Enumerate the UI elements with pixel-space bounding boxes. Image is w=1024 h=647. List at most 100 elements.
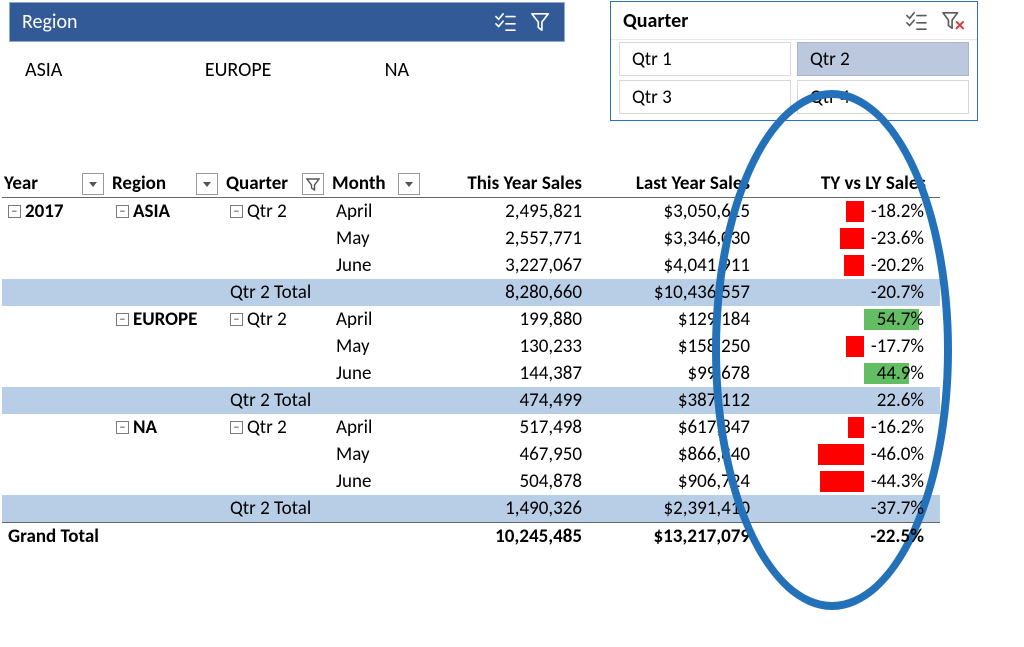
cell-month: June (330, 468, 426, 495)
cell-year (2, 306, 110, 333)
pivot-row: June3,227,067$4,041,911-20.2% (2, 252, 940, 279)
cell-pct: -18.2% (756, 198, 932, 225)
slicer-quarter-item[interactable]: Qtr 3 (619, 80, 791, 114)
cell-year (2, 360, 110, 387)
cell-this-year: 130,233 (426, 333, 588, 360)
cell-last-year: $906,724 (588, 468, 756, 495)
cell-this-year: 474,499 (426, 387, 588, 414)
collapse-icon[interactable]: − (230, 313, 243, 326)
cell-year (2, 414, 110, 441)
slicer-region-item[interactable]: NA (377, 54, 557, 86)
col-header-ty-vs-ly[interactable]: TY vs LY Sales (756, 170, 932, 197)
dropdown-icon[interactable] (196, 173, 218, 195)
cell-this-year: 8,280,660 (426, 279, 588, 306)
grand-total-label: Grand Total (2, 523, 426, 549)
slicer-quarter-item[interactable]: Qtr 4 (797, 80, 969, 114)
cell-month: April (330, 306, 426, 333)
cell-pct: -44.3% (756, 468, 932, 495)
dropdown-icon[interactable] (398, 173, 420, 195)
collapse-icon[interactable]: − (230, 205, 243, 218)
cell-quarter: −Qtr 2 (224, 198, 330, 225)
slicer-quarter: Quarter (610, 1, 978, 121)
col-header-label: Month (332, 172, 386, 195)
cell-year (2, 333, 110, 360)
cell-quarter (224, 252, 330, 279)
cell-month: April (330, 198, 426, 225)
cell-last-year: $3,346,030 (588, 225, 756, 252)
cell-last-year: $13,217,079 (588, 523, 756, 549)
cell-last-year: $129,184 (588, 306, 756, 333)
pivot-subtotal-row: Qtr 2 Total8,280,660$10,436,557-20.7% (2, 279, 940, 306)
cell-year (2, 441, 110, 468)
col-header-year[interactable]: Year (2, 170, 110, 197)
cell-this-year: 3,227,067 (426, 252, 588, 279)
cell-pct: -16.2% (756, 414, 932, 441)
slicer-region-item[interactable]: EUROPE (197, 54, 377, 86)
cell-month: May (330, 333, 426, 360)
cell-pct: 44.9% (756, 360, 932, 387)
dropdown-icon[interactable] (82, 173, 104, 195)
slicer-quarter-item[interactable]: Qtr 1 (619, 42, 791, 76)
collapse-icon[interactable]: − (8, 205, 21, 218)
cell-month: April (330, 414, 426, 441)
pivot-header-row: Year Region Quarter Month (2, 170, 940, 198)
cell-last-year: $158,250 (588, 333, 756, 360)
cell-region (110, 252, 224, 279)
cell-this-year: 2,495,821 (426, 198, 588, 225)
subtotal-label: Qtr 2 Total (224, 279, 426, 306)
pivot-row: May2,557,771$3,346,030-23.6% (2, 225, 940, 252)
cell-pct: -37.7% (756, 495, 932, 522)
collapse-icon[interactable]: − (230, 421, 243, 434)
cell-region (110, 468, 224, 495)
multiselect-icon[interactable] (905, 11, 927, 31)
slicer-region-item[interactable]: ASIA (17, 54, 197, 86)
slicer-quarter-title: Quarter (623, 9, 905, 33)
col-header-last-year[interactable]: Last Year Sales (588, 170, 756, 197)
col-header-quarter[interactable]: Quarter (224, 170, 330, 197)
slicer-quarter-item[interactable]: Qtr 2 (797, 42, 969, 76)
collapse-icon[interactable]: − (116, 421, 129, 434)
clear-filter-icon[interactable] (530, 12, 552, 32)
cell-year (2, 468, 110, 495)
subtotal-label: Qtr 2 Total (224, 387, 426, 414)
col-header-region[interactable]: Region (110, 170, 224, 197)
cell-month: June (330, 360, 426, 387)
cell-last-year: $3,050,615 (588, 198, 756, 225)
cell-last-year: $866,840 (588, 441, 756, 468)
cell-quarter (224, 441, 330, 468)
pivot-row: May467,950$866,840-46.0% (2, 441, 940, 468)
cell-last-year: $2,391,410 (588, 495, 756, 522)
cell-last-year: $10,436,557 (588, 279, 756, 306)
cell-pct: -46.0% (756, 441, 932, 468)
subtotal-label: Qtr 2 Total (224, 495, 426, 522)
cell-month: May (330, 225, 426, 252)
cell-quarter (224, 225, 330, 252)
cell-pct: 54.7% (756, 306, 932, 333)
pivot-row: −2017−ASIA−Qtr 2April2,495,821$3,050,615… (2, 198, 940, 225)
clear-filter-icon[interactable] (941, 11, 965, 31)
col-header-this-year[interactable]: This Year Sales (426, 170, 588, 197)
cell-year (2, 225, 110, 252)
collapse-icon[interactable]: − (116, 205, 129, 218)
cell-quarter: −Qtr 2 (224, 414, 330, 441)
slicer-region-title: Region (22, 10, 494, 34)
col-header-label: TY vs LY Sales (821, 172, 926, 195)
cell-region: −NA (110, 414, 224, 441)
cell-region (110, 225, 224, 252)
collapse-icon[interactable]: − (116, 313, 129, 326)
multiselect-icon[interactable] (494, 12, 516, 32)
col-header-month[interactable]: Month (330, 170, 426, 197)
cell-month: May (330, 441, 426, 468)
cell-pct: -20.2% (756, 252, 932, 279)
cell-region (110, 441, 224, 468)
cell-last-year: $617,847 (588, 414, 756, 441)
cell-this-year: 2,557,771 (426, 225, 588, 252)
col-header-label: Year (4, 172, 38, 195)
slicer-region-body: ASIA EUROPE NA (9, 42, 565, 98)
pivot-body: −2017−ASIA−Qtr 2April2,495,821$3,050,615… (2, 198, 940, 549)
pivot-table: Year Region Quarter Month (2, 170, 940, 549)
filter-active-icon[interactable] (302, 173, 324, 195)
cell-region (110, 360, 224, 387)
cell-this-year: 144,387 (426, 360, 588, 387)
slicer-quarter-header: Quarter (611, 2, 977, 40)
